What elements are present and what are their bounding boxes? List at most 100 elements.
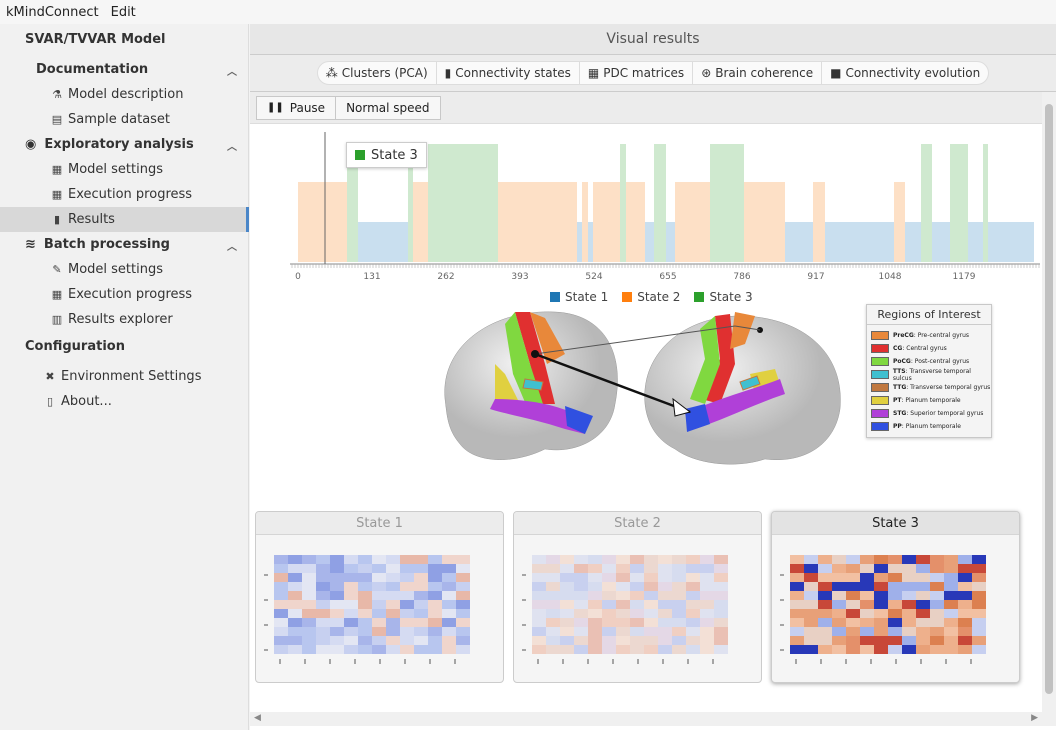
heatmap-cell [588,573,602,582]
heatmap-cell [288,564,302,573]
speed-button[interactable]: Normal speed [336,95,441,120]
heatmap-cell [386,582,400,591]
tab-clusters[interactable]: ⁂ Clusters (PCA) [318,62,437,84]
heatmap-cell [916,582,930,591]
heatmap-cell [888,600,902,609]
horizontal-scrollbar[interactable]: ◀ ▶ [250,712,1056,726]
heatmap-cell [358,582,372,591]
sidebar-title: SVAR/TVVAR Model [25,32,166,47]
sidebar-item-model-description[interactable]: ⚗ Model description [0,82,249,107]
heatmap-cell [330,618,344,627]
heatmap-cell [428,573,442,582]
menu-edit[interactable]: Edit [110,4,136,20]
roi-name: : Planum temporale [901,423,961,430]
heatmap-cell [700,636,714,645]
heatmap-cell [414,600,428,609]
chevron-up-icon: ︿ [227,242,237,253]
section-batch[interactable]: ≋ Batch processing ︿ [25,237,237,253]
heatmap-cell [700,645,714,654]
heatmap-cell [386,573,400,582]
heatmap-cell [330,591,344,600]
heatmap-cell [330,627,344,636]
heatmap-cell [316,582,330,591]
heatmap-cell [804,555,818,564]
tab-brain-coherence[interactable]: ⊛ Brain coherence [693,62,823,84]
timeline-segment [994,222,1021,262]
heatmap-cell [386,636,400,645]
roi-item: PreCG: Pre-central gyrus [867,329,991,342]
sidebar-item-sample-dataset[interactable]: ▤ Sample dataset [51,112,171,127]
legend-state2[interactable]: State 2 [622,290,680,304]
legend-state1[interactable]: State 1 [550,290,608,304]
heatmap-cell [372,555,386,564]
tab-connectivity-evolution[interactable]: ■ Connectivity evolution [830,66,981,80]
timeline-tick-label: 393 [511,272,528,282]
sidebar: SVAR/TVVAR Model Documentation ︿ ⚗ Model d… [0,24,249,730]
section-documentation[interactable]: Documentation ︿ [36,62,237,78]
heatmap-cell [316,591,330,600]
heatmap-cell [532,627,546,636]
heatmap-cell [846,564,860,573]
heatmap-cell [832,627,846,636]
heatmap-cell [902,618,916,627]
scroll-left-icon[interactable]: ◀ [254,713,261,723]
timeline-segment [588,222,593,262]
sidebar-item-batch-execution-progress[interactable]: ▦ Execution progress [51,287,193,302]
roi-item: CG: Central gyrus [867,342,991,355]
sidebar-item-batch-model-settings[interactable]: ✎ Model settings [0,257,249,282]
tab-connectivity-states[interactable]: ▮ Connectivity states [437,62,580,84]
heatmap-cell [930,573,944,582]
state-panel-2[interactable]: State 2 [513,511,762,683]
section-exploratory[interactable]: ◉ Exploratory analysis ︿ [25,137,237,153]
legend-state3[interactable]: State 3 [694,290,753,304]
heatmap-cell [456,582,470,591]
timeline-segment [413,182,428,262]
state-panel-1[interactable]: State 1 [255,511,504,683]
heatmap-cell [560,636,574,645]
heatmap-cell [930,591,944,600]
heatmap-cell [372,582,386,591]
timeline-segment [714,144,729,262]
heatmap-cell [302,582,316,591]
pause-button[interactable]: ❚❚ Pause [256,95,337,120]
sidebar-item-environment-settings[interactable]: ✖ Environment Settings [0,364,249,389]
sidebar-item-results-explorer[interactable]: ▥ Results explorer [51,312,173,327]
state-timeline[interactable]: 0 131 262 393 524 655 786 917 1048 1179 [250,124,1042,284]
heatmap-cell [630,591,644,600]
scroll-right-icon[interactable]: ▶ [1031,713,1038,723]
heatmap-cell [714,627,728,636]
tab-pdc-matrices[interactable]: ▦ PDC matrices [580,62,694,84]
heatmap-cell [958,573,972,582]
heatmap-cell [958,636,972,645]
timeline-segment [962,144,968,262]
heatmap-cell [532,600,546,609]
heatmap-cell [804,600,818,609]
heatmap-cell [944,618,958,627]
heatmap-cell [860,564,874,573]
sidebar-item-execution-progress[interactable]: ▦ Execution progress [51,187,193,202]
state-panel-3[interactable]: State 3 [771,511,1020,683]
heatmap-cell [330,573,344,582]
roi-abbr: PoCG [893,358,911,365]
heatmap-cell [686,627,700,636]
heatmap-cell [790,591,804,600]
heatmap-cell [714,609,728,618]
roi-abbr: STG [893,410,907,417]
heatmap-cell [358,627,372,636]
heatmap-cell [944,591,958,600]
heatmap-cell [386,591,400,600]
heatmap-cell [700,564,714,573]
sidebar-item-results[interactable]: ▮ Results [0,207,249,232]
section-configuration: Configuration [25,339,125,354]
heatmap-cell [860,636,874,645]
menu-app[interactable]: kMindConnect [6,4,99,20]
vertical-scrollbar[interactable] [1042,92,1056,712]
heatmap-cell [344,573,358,582]
heatmap-cell [944,564,958,573]
heatmap-cell [672,600,686,609]
sidebar-item-model-settings[interactable]: ▦ Model settings [51,162,164,177]
heatmap-cell [888,636,902,645]
roi-abbr: CG [893,345,903,352]
tab-bar: ⁂ Clusters (PCA) ▮ Connectivity states ▦ PD… [250,55,1056,92]
sidebar-item-about[interactable]: ▯ About... [0,389,249,414]
